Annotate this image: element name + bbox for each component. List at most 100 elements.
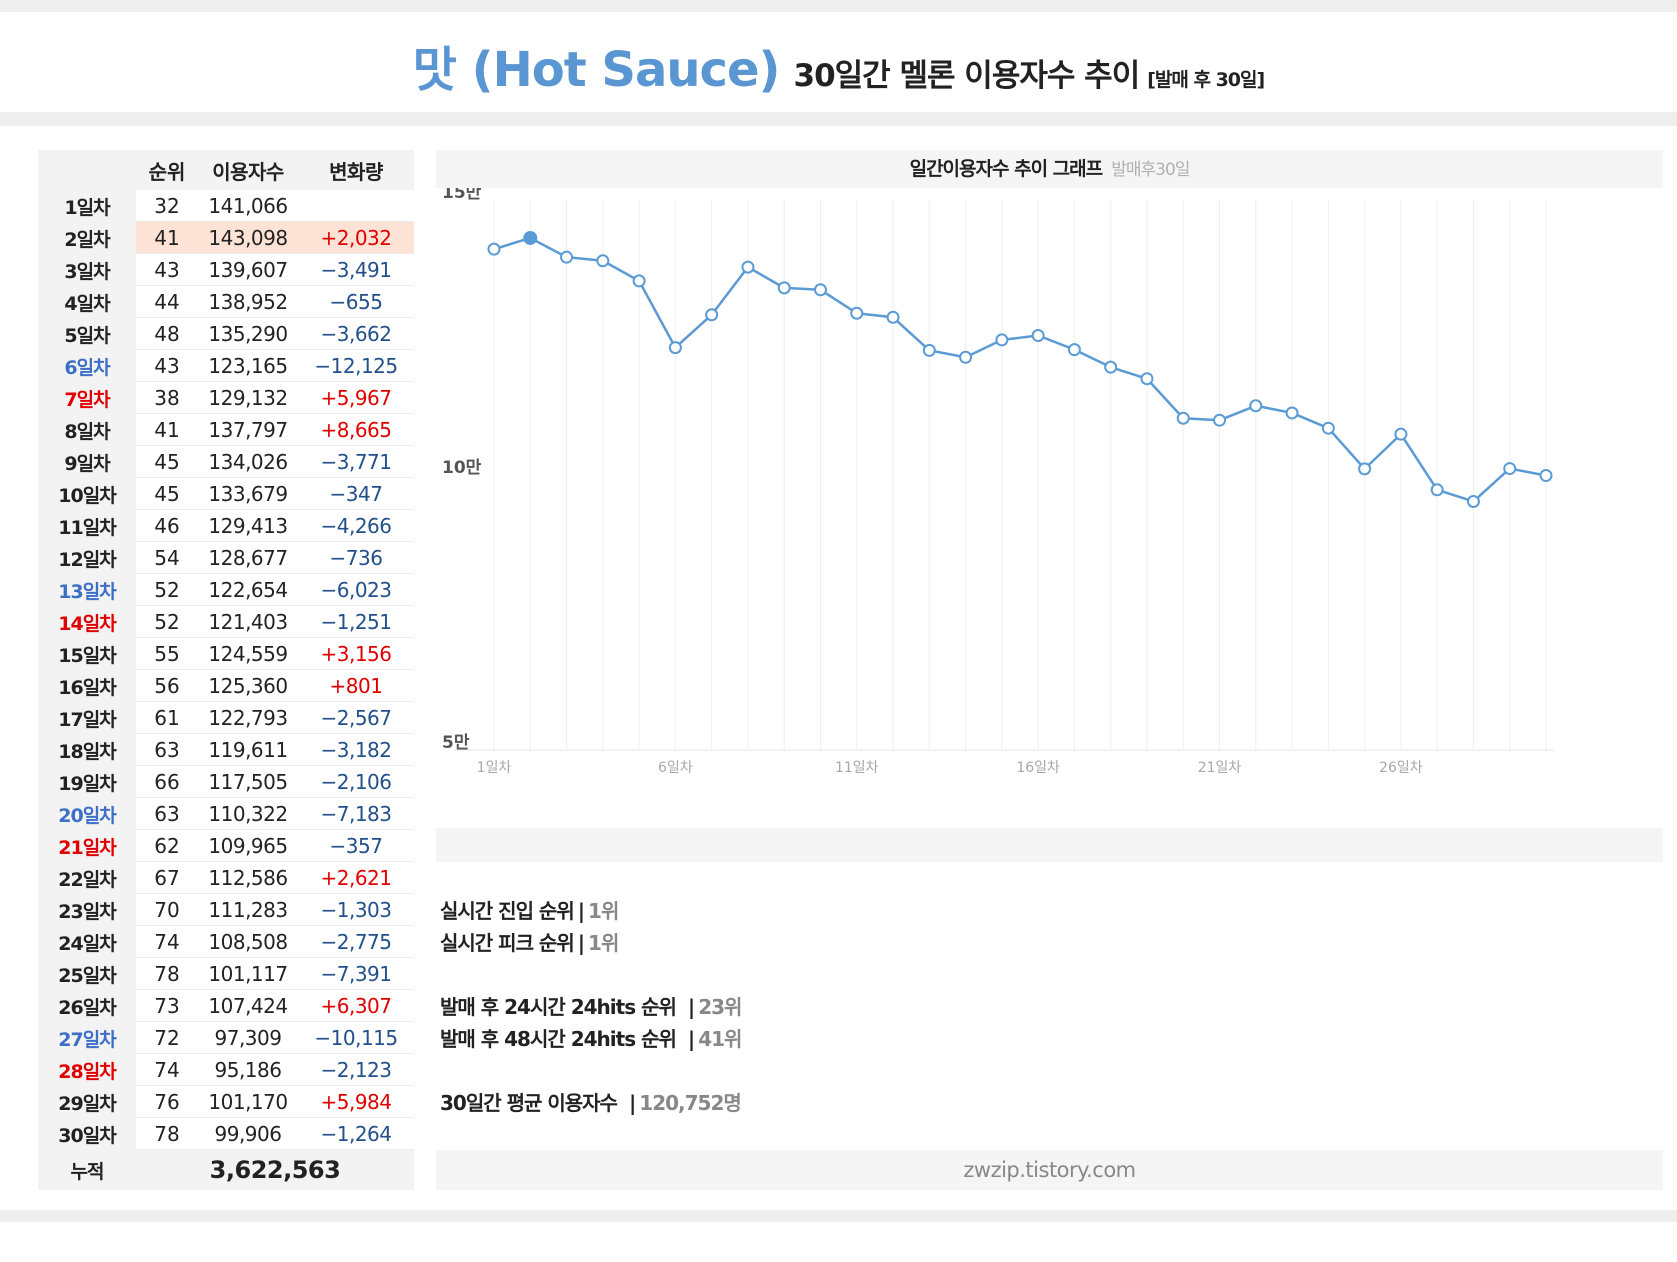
stat-24h-rank: 발매 후 24시간 24hits 순위 | 23위 [440,991,1340,1023]
row-change: +6,307 [320,994,392,1018]
row-change: −6,023 [320,578,392,602]
data-point [487,242,501,256]
table-row: 9일차 45 134,026 −3,771 [38,446,414,478]
row-day: 8일차 [38,414,136,446]
row-change: −1,264 [320,1122,392,1146]
x-tick-label: 1일차 [477,760,512,776]
x-tick-label: 11일차 [835,760,879,776]
stat-48h-rank-value: 41위 [698,1027,742,1051]
stat-realtime-entry-value: 1위 [588,899,619,923]
row-users: 135,290 [208,322,288,346]
row-users: 121,403 [208,610,288,634]
row-change: −2,567 [320,706,392,730]
row-users: 123,165 [208,354,288,378]
row-users: 112,586 [208,866,288,890]
row-users: 125,360 [208,674,288,698]
row-change: −2,106 [320,770,392,794]
table-row: 28일차 74 95,186 −2,123 [38,1054,414,1086]
data-point [1140,372,1154,386]
header-rank: 순위 [148,159,186,184]
table-row: 4일차 44 138,952 −655 [38,286,414,318]
top-band [0,0,1677,12]
row-change: −3,182 [320,738,392,762]
table-row: 14일차 52 121,403 −1,251 [38,606,414,638]
row-rank: 70 [154,898,180,922]
row-day: 23일차 [38,894,136,926]
row-rank: 52 [154,578,180,602]
row-rank: 41 [154,418,180,442]
row-change: −357 [329,834,383,858]
stat-realtime-peak-label: 실시간 피크 순위 [440,931,575,955]
row-users: 134,026 [208,450,288,474]
row-users: 117,505 [208,770,288,794]
row-change: −7,391 [320,962,392,986]
users-line-chart: 5만 10만 15만 1일차 6일차 11일차 16일차 21일차 26일차 [442,188,1554,776]
row-change: −655 [329,290,383,314]
row-change: −2,775 [320,930,392,954]
title-song: 맛 (Hot Sauce) [412,42,781,98]
stat-realtime-entry: 실시간 진입 순위 | 1위 [440,895,1340,927]
table-row: 26일차 73 107,424 +6,307 [38,990,414,1022]
row-rank: 61 [154,706,180,730]
row-day: 15일차 [38,638,136,670]
row-day: 26일차 [38,990,136,1022]
row-users: 119,611 [208,738,288,762]
table-row: 27일차 72 97,309 −10,115 [38,1022,414,1054]
data-point [922,343,936,357]
row-day: 22일차 [38,862,136,894]
row-day: 3일차 [38,254,136,286]
row-rank: 46 [154,514,180,538]
row-rank: 73 [154,994,180,1018]
row-rank: 38 [154,386,180,410]
data-point [1031,329,1045,343]
stats-panel: 실시간 진입 순위 | 1위 실시간 피크 순위 | 1위 발매 후 24시간 24hi… [440,895,1340,1119]
row-rank: 45 [154,450,180,474]
data-point [1358,462,1372,476]
row-users: 129,413 [208,514,288,538]
y-tick-label: 5만 [442,733,470,753]
data-point [1176,411,1190,425]
row-rank: 48 [154,322,180,346]
daily-users-table: 순위 이용자수 변화량 1일차 32 141,066 2일차 41 143,098 +2,0… [38,150,414,1190]
data-point [1466,494,1480,508]
row-users: 107,424 [208,994,288,1018]
row-rank: 32 [154,194,180,218]
stat-separator: | [628,1091,636,1115]
row-change: −3,491 [320,258,392,282]
row-users: 133,679 [208,482,288,506]
data-point [777,281,791,295]
row-rank: 56 [154,674,180,698]
row-rank: 43 [154,354,180,378]
row-change: +5,967 [320,386,392,410]
stat-48h-rank: 발매 후 48시간 24hits 순위 | 41위 [440,1023,1340,1055]
row-day: 6일차 [38,350,136,382]
stat-separator: | [577,899,585,923]
row-day: 4일차 [38,286,136,318]
data-point [668,341,682,355]
row-day: 5일차 [38,318,136,350]
row-day: 25일차 [38,958,136,990]
table-row: 5일차 48 135,290 −3,662 [38,318,414,350]
data-point [1213,413,1227,427]
table-row: 3일차 43 139,607 −3,491 [38,254,414,286]
table-row: 10일차 45 133,679 −347 [38,478,414,510]
data-point [813,283,827,297]
row-rank: 74 [154,1058,180,1082]
row-users: 99,906 [214,1122,282,1146]
stat-separator: | [577,931,585,955]
data-point [560,250,574,264]
row-rank: 66 [154,770,180,794]
stat-48h-rank-label: 발매 후 48시간 24hits 순위 [440,1027,677,1051]
stat-average-users: 30일간 평균 이용자수 | 120,752명 [440,1087,1340,1119]
row-day: 29일차 [38,1086,136,1118]
row-change: −1,303 [320,898,392,922]
x-tick-label: 6일차 [658,760,693,776]
row-change: −1,251 [320,610,392,634]
row-rank: 74 [154,930,180,954]
row-rank: 63 [154,738,180,762]
data-point [1321,421,1335,435]
row-change: −12,125 [314,354,398,378]
table-row: 23일차 70 111,283 −1,303 [38,894,414,926]
x-tick-label: 16일차 [1016,760,1060,776]
row-users: 137,797 [208,418,288,442]
